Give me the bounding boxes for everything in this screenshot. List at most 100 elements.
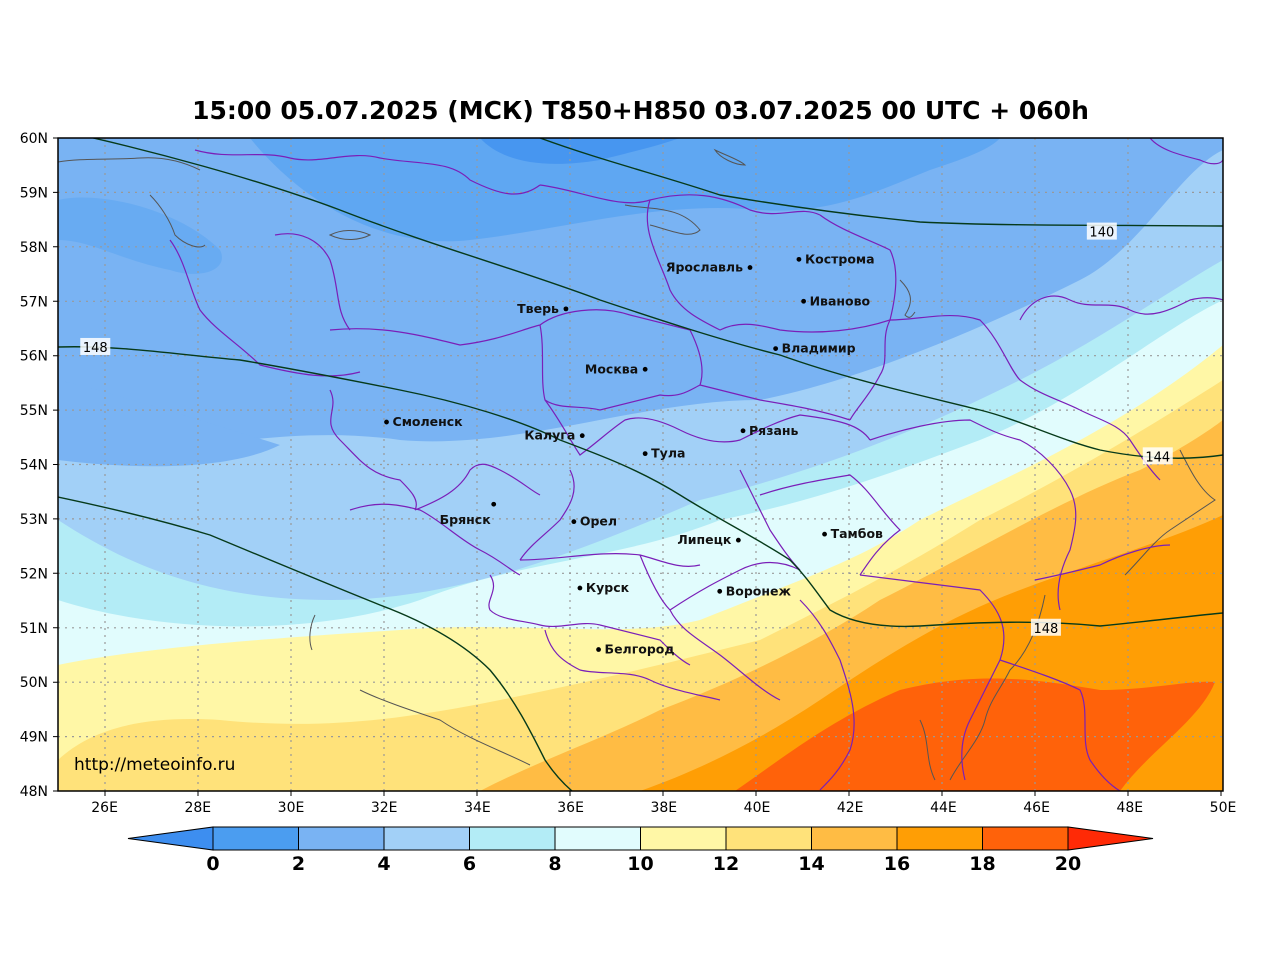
lon-tick-label: 26E	[91, 800, 118, 816]
contour-140b	[539, 138, 1223, 227]
colorbar-segment	[982, 826, 1069, 851]
city-label: Смоленск	[393, 414, 464, 429]
colorbar-tick-label: 6	[463, 853, 476, 875]
city-dot	[796, 256, 802, 262]
colorbar-segment	[896, 826, 983, 851]
city-dot	[384, 419, 389, 425]
lon-tick-label: 50E	[1210, 800, 1237, 816]
contour-152	[58, 496, 573, 791]
city-dot	[735, 537, 741, 543]
lon-tick-label: 38E	[650, 800, 677, 816]
city-dot	[563, 306, 569, 312]
lon-tick-label: 48E	[1116, 800, 1143, 816]
lat-tick-label: 56N	[20, 349, 48, 365]
city-label: Москва	[585, 361, 638, 376]
city-label: Липецк	[677, 532, 732, 547]
band-2-4-west	[58, 197, 222, 274]
contour-labels: 140 148 144 148	[80, 222, 1173, 637]
colorbar-tick-label: 12	[713, 853, 739, 875]
lon-tick-label: 28E	[184, 800, 211, 816]
colorbar-segment	[469, 826, 556, 851]
contour-140	[90, 138, 1223, 459]
lat-tick-label: 57N	[20, 294, 48, 310]
lat-tick-label: 60N	[20, 131, 48, 147]
lat-tick-label: 54N	[20, 458, 48, 474]
lon-tick-label: 44E	[930, 800, 957, 816]
colorbar-tick-label: 8	[548, 853, 561, 875]
colorbar-tick-label: 18	[969, 853, 995, 875]
city-label: Рязань	[749, 423, 799, 438]
colorbar-segment	[383, 826, 470, 851]
colorbar: 0 2 4 6 8 10 12 14 16 18 20	[127, 826, 1154, 875]
watermark: http://meteoinfo.ru	[74, 755, 235, 775]
band-20-plus	[735, 678, 1215, 791]
lon-tick-label: 30E	[278, 800, 305, 816]
city-dot	[491, 501, 497, 507]
lon-tick-label: 46E	[1023, 800, 1050, 816]
contour-148	[58, 346, 1223, 628]
latitude-labels: 60N 59N 58N 57N 56N 55N 54N 53N 52N 51N 50N 49N 48N	[20, 131, 48, 800]
city-dot	[571, 519, 577, 525]
city-dot	[773, 346, 779, 351]
colorbar-segment	[212, 826, 299, 851]
colorbar-tick-label: 20	[1055, 853, 1081, 875]
city-label: Ярославль	[666, 260, 743, 275]
height-contours	[58, 138, 1223, 791]
lon-tick-label: 42E	[837, 800, 864, 816]
colorbar-min-arrow	[127, 826, 214, 851]
lat-tick-label: 49N	[20, 730, 48, 746]
contour-label-bg	[80, 337, 111, 355]
colorbar-segment	[725, 826, 812, 851]
band-2-4	[250, 138, 1000, 242]
city-label: Тамбов	[831, 526, 883, 541]
lat-tick-label: 55N	[20, 403, 48, 419]
contour-label-bg	[1142, 447, 1173, 465]
lat-tick-label: 52N	[20, 566, 48, 582]
lat-tick-label: 50N	[20, 675, 48, 691]
city-dot	[801, 298, 806, 304]
colorbar-tick-label: 10	[627, 853, 653, 875]
contour-label: 140	[1089, 226, 1114, 241]
colorbar-tick-label: 0	[206, 853, 219, 875]
colorbar-tick-label: 14	[798, 853, 824, 875]
contour-label: 148	[1034, 622, 1059, 637]
lon-tick-label: 40E	[744, 800, 771, 816]
map-title: 15:00 05.07.2025 (МСК) T850+H850 03.07.2…	[192, 96, 1089, 125]
colorbar-segment	[298, 826, 385, 851]
city-dot	[596, 647, 601, 652]
city-dot	[717, 588, 723, 594]
colorbar-tick-label: 4	[377, 853, 390, 875]
city-label: Владимир	[782, 341, 856, 356]
region-boundaries	[169, 138, 1223, 791]
lon-tick-label: 32E	[371, 800, 398, 816]
lat-tick-label: 51N	[20, 621, 48, 637]
axis-ticks	[53, 137, 1222, 796]
contour-label-bg	[1086, 222, 1117, 240]
city-markers: Кострома Ярославль Иваново Тверь Владимир Мос…	[384, 251, 883, 657]
city-dot	[747, 265, 753, 270]
lon-tick-label: 36E	[557, 800, 584, 816]
graticule	[58, 138, 1223, 791]
lat-tick-label: 53N	[20, 512, 48, 528]
contour-label: 148	[83, 341, 108, 356]
colorbar-tick-label: 2	[292, 853, 305, 875]
colorbar-max-arrow	[1067, 826, 1154, 851]
contour-label: 144	[1145, 450, 1170, 465]
colorbar-segment	[811, 826, 898, 851]
city-dot	[740, 428, 746, 434]
city-label: Иваново	[810, 293, 871, 308]
city-label: Орел	[580, 514, 617, 529]
city-label: Калуга	[524, 428, 575, 443]
city-dot	[642, 366, 648, 372]
city-dot	[577, 585, 583, 591]
contour-label-bg	[1030, 618, 1061, 636]
lon-tick-label: 34E	[464, 800, 491, 816]
city-label: Брянск	[440, 512, 492, 527]
city-dot	[822, 531, 827, 537]
lat-tick-label: 58N	[20, 240, 48, 256]
city-label: Тула	[651, 446, 685, 461]
lat-tick-label: 59N	[20, 185, 48, 201]
city-label: Тверь	[517, 301, 559, 316]
city-label: Белгород	[605, 642, 675, 657]
